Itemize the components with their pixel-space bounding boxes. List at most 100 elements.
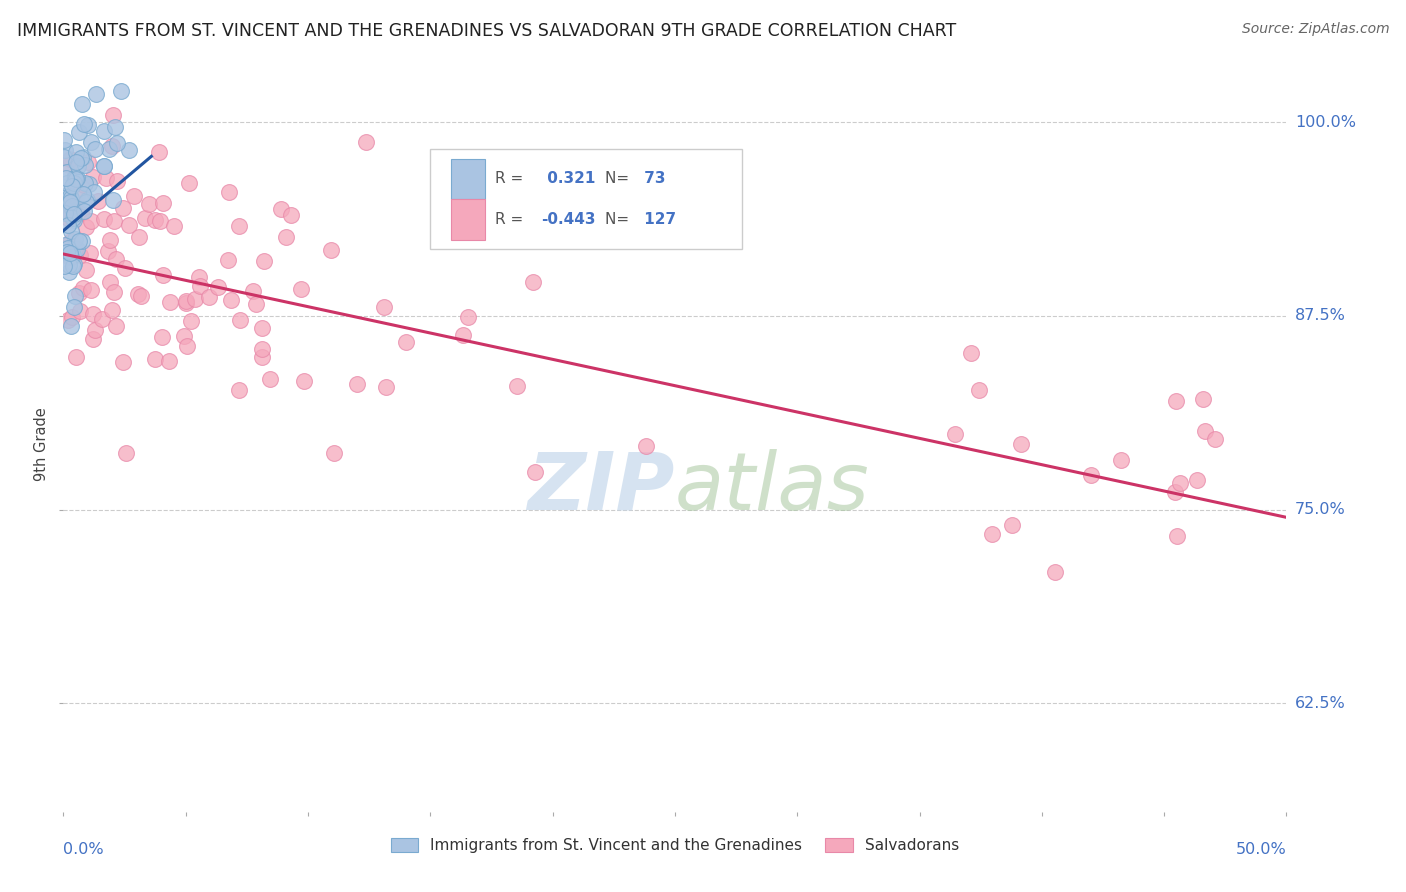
Point <box>56 198 79 212</box>
Point <box>63 170 86 185</box>
Point <box>959 346 981 360</box>
Point <box>69 304 91 318</box>
Point <box>143 212 166 227</box>
Point <box>65 155 87 169</box>
Point <box>94 171 117 186</box>
Text: 127: 127 <box>640 211 676 227</box>
Point <box>252 342 274 356</box>
Point <box>65 145 87 159</box>
Point <box>73 117 96 131</box>
Point <box>149 214 172 228</box>
Point <box>943 426 966 441</box>
Point <box>1045 566 1067 580</box>
Point <box>67 234 90 248</box>
Point <box>59 152 82 166</box>
Point <box>63 288 86 302</box>
Point <box>73 158 96 172</box>
Point <box>105 174 128 188</box>
Point <box>356 135 378 149</box>
Point <box>319 244 342 258</box>
Point <box>103 214 125 228</box>
Point <box>65 172 87 186</box>
Point <box>103 285 125 299</box>
Point <box>131 289 153 303</box>
Point <box>58 265 80 279</box>
Point <box>82 308 104 322</box>
Point <box>87 194 110 208</box>
Point <box>1080 467 1102 482</box>
Point <box>280 207 302 221</box>
Point <box>522 276 544 290</box>
Point <box>62 212 84 227</box>
Point <box>274 230 297 244</box>
Point <box>1194 424 1216 438</box>
Point <box>66 159 89 173</box>
Point <box>60 198 83 212</box>
Point <box>70 235 93 249</box>
Point <box>79 283 101 297</box>
Point <box>506 379 529 393</box>
Point <box>60 190 83 204</box>
Point <box>457 310 479 324</box>
Point <box>174 296 197 310</box>
Point <box>55 204 77 219</box>
Text: Source: ZipAtlas.com: Source: ZipAtlas.com <box>1241 22 1389 37</box>
Point <box>63 257 86 271</box>
Text: 0.321: 0.321 <box>541 171 595 186</box>
Point <box>53 205 76 219</box>
Point <box>228 219 250 234</box>
Point <box>69 151 91 165</box>
Point <box>56 165 79 179</box>
Point <box>115 446 138 460</box>
Point <box>150 330 173 344</box>
Point <box>290 282 312 296</box>
Point <box>270 202 292 216</box>
Point <box>322 446 344 460</box>
Text: IMMIGRANTS FROM ST. VINCENT AND THE GRENADINES VS SALVADORAN 9TH GRADE CORRELATI: IMMIGRANTS FROM ST. VINCENT AND THE GREN… <box>17 22 956 40</box>
Point <box>66 189 89 203</box>
Point <box>636 439 658 453</box>
Point <box>53 150 76 164</box>
Point <box>83 142 105 156</box>
Point <box>90 311 112 326</box>
Point <box>179 176 201 190</box>
Point <box>163 219 186 234</box>
Point <box>59 189 82 203</box>
Point <box>53 133 76 147</box>
Point <box>66 171 89 186</box>
Point <box>56 211 79 225</box>
Point <box>117 143 139 157</box>
Text: 50.0%: 50.0% <box>1236 842 1286 857</box>
Point <box>58 259 80 273</box>
Point <box>134 211 156 226</box>
Point <box>60 310 83 325</box>
Point <box>346 377 368 392</box>
Point <box>967 384 990 398</box>
Point <box>1010 437 1032 451</box>
Point <box>93 160 115 174</box>
Point <box>218 185 240 199</box>
Point <box>65 242 87 256</box>
Point <box>76 193 98 207</box>
Point <box>250 350 273 364</box>
Point <box>69 205 91 219</box>
Point <box>65 350 87 364</box>
Point <box>523 465 546 479</box>
Text: N=: N= <box>605 171 634 186</box>
Point <box>128 230 150 244</box>
Point <box>981 527 1004 541</box>
Point <box>375 380 398 394</box>
Point <box>72 150 94 164</box>
Point <box>62 211 84 225</box>
Point <box>93 159 115 173</box>
Point <box>259 372 281 386</box>
Point <box>56 219 79 233</box>
Point <box>58 191 80 205</box>
Point <box>103 107 125 121</box>
Point <box>58 158 80 172</box>
Point <box>60 234 83 248</box>
Point <box>60 211 83 226</box>
Point <box>72 281 94 295</box>
Text: 75.0%: 75.0% <box>1295 502 1346 517</box>
Point <box>53 238 76 252</box>
